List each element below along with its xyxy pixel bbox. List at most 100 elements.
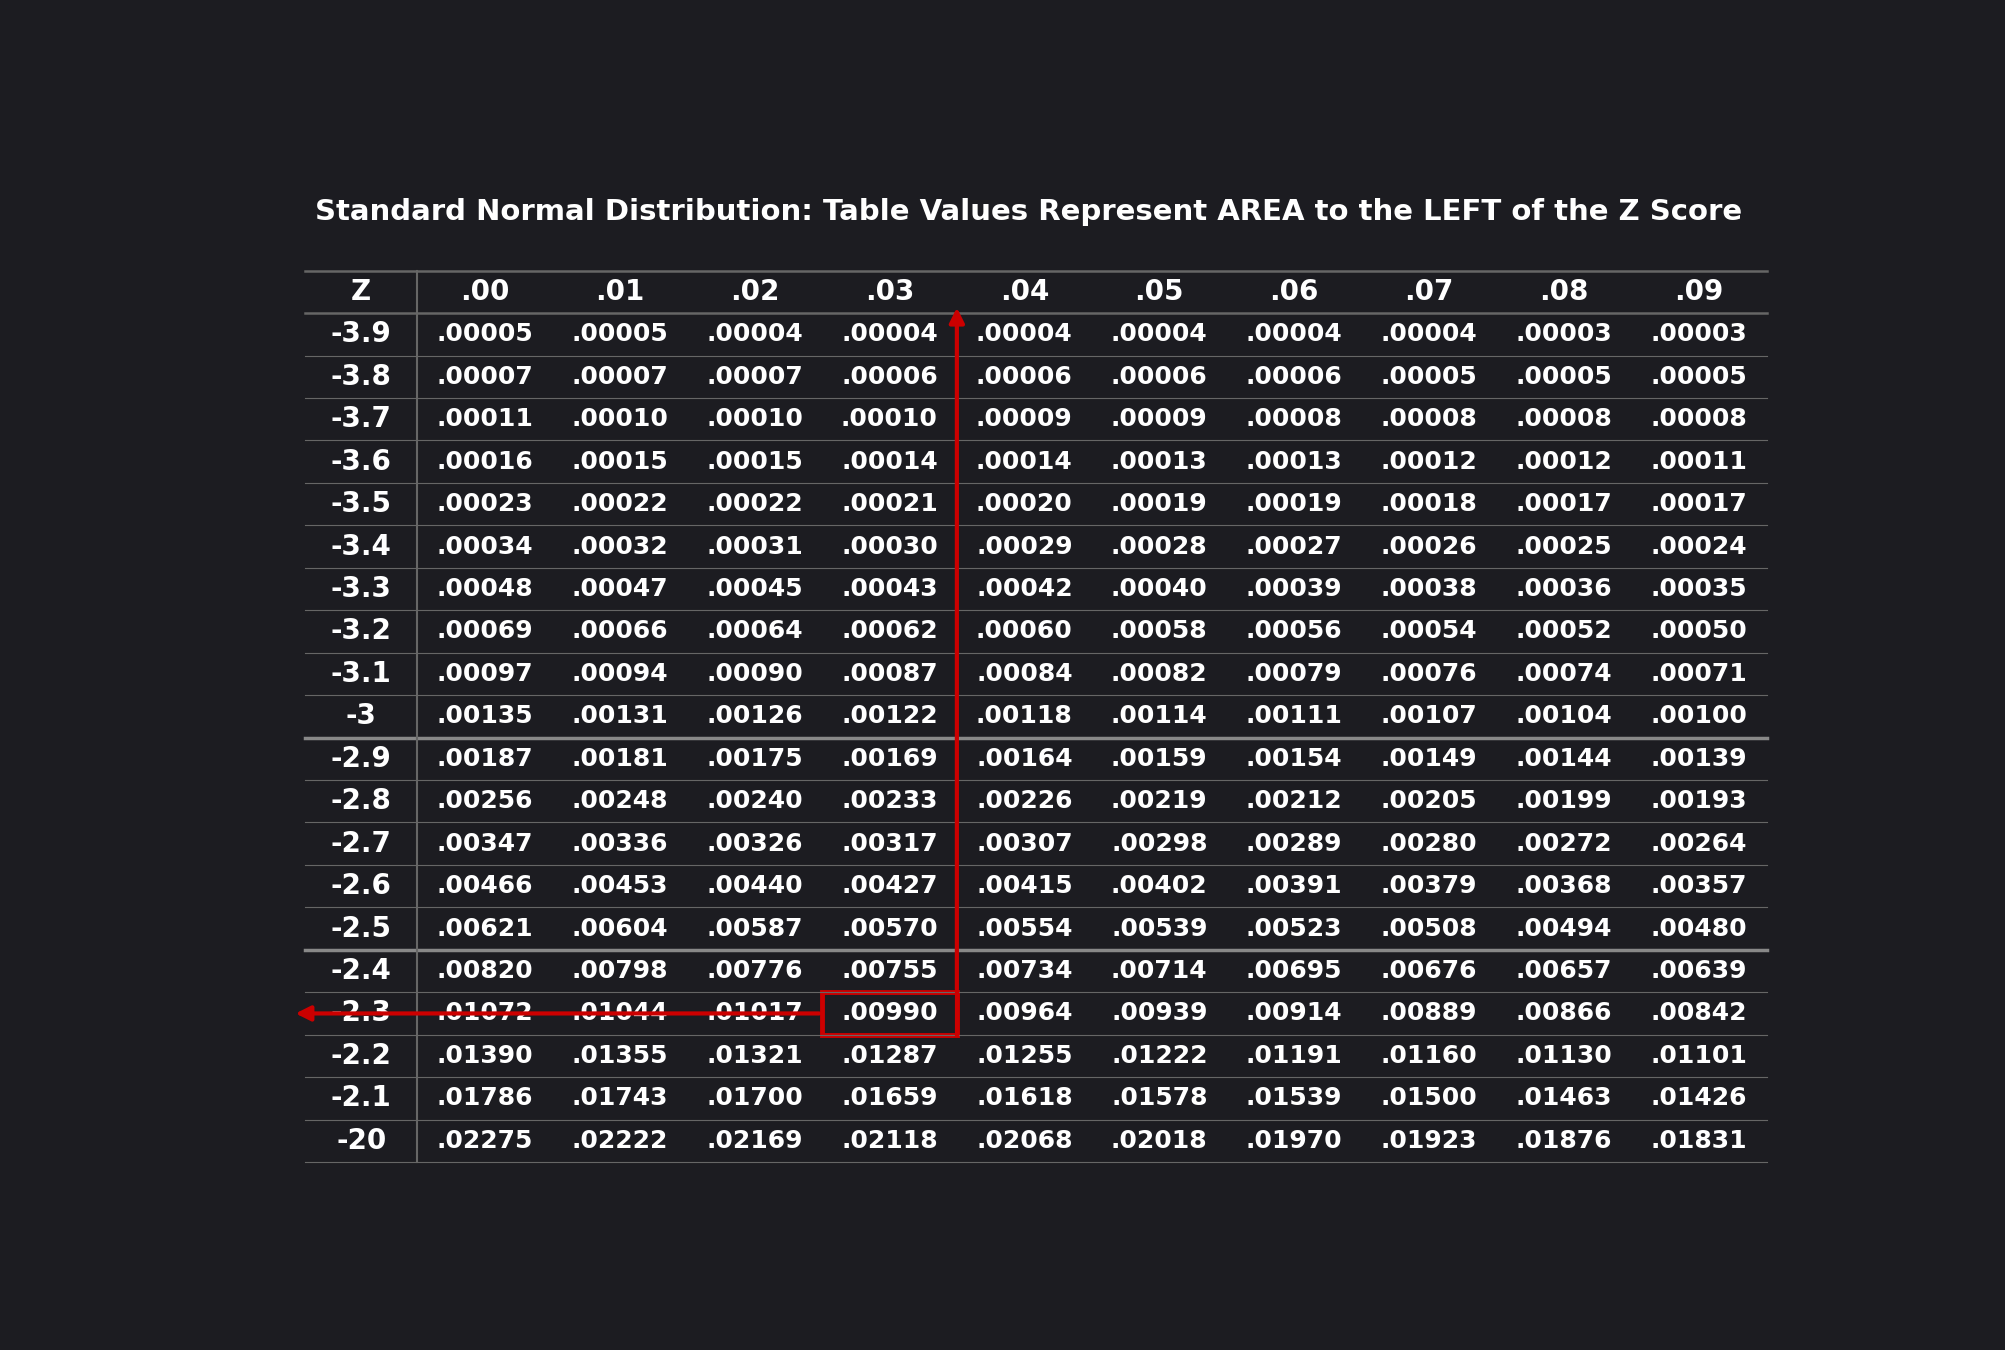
Text: .00004: .00004: [840, 323, 936, 347]
Text: .01191: .01191: [1245, 1044, 1341, 1068]
Text: .01: .01: [595, 278, 644, 306]
Text: .00008: .00008: [1245, 408, 1341, 431]
Text: .01743: .01743: [571, 1087, 668, 1110]
Text: -2.8: -2.8: [331, 787, 391, 815]
Text: .00298: .00298: [1111, 832, 1207, 856]
Text: .00587: .00587: [706, 917, 802, 941]
Text: .00052: .00052: [1516, 620, 1612, 644]
Text: -2.9: -2.9: [331, 745, 391, 772]
Text: .00004: .00004: [1111, 323, 1207, 347]
Text: .00035: .00035: [1650, 576, 1746, 601]
Text: .00038: .00038: [1379, 576, 1478, 601]
Text: .00494: .00494: [1516, 917, 1612, 941]
Text: .06: .06: [1269, 278, 1317, 306]
Text: .00755: .00755: [840, 958, 936, 983]
Text: .00307: .00307: [976, 832, 1073, 856]
Text: .00154: .00154: [1245, 747, 1341, 771]
Text: .00570: .00570: [840, 917, 936, 941]
Text: .00036: .00036: [1516, 576, 1612, 601]
Text: -2.2: -2.2: [331, 1042, 391, 1071]
Text: -3: -3: [345, 702, 377, 730]
Text: .00233: .00233: [840, 790, 936, 813]
Text: .00013: .00013: [1111, 450, 1207, 474]
Text: .00045: .00045: [706, 576, 802, 601]
Text: .00004: .00004: [976, 323, 1073, 347]
Text: .00074: .00074: [1516, 662, 1612, 686]
Text: .01426: .01426: [1650, 1087, 1746, 1110]
Text: .00205: .00205: [1379, 790, 1478, 813]
Text: .00012: .00012: [1379, 450, 1478, 474]
Text: .01659: .01659: [840, 1087, 936, 1110]
Text: .08: .08: [1538, 278, 1588, 306]
Text: .00427: .00427: [840, 875, 936, 898]
Text: .01287: .01287: [840, 1044, 936, 1068]
Text: .00226: .00226: [976, 790, 1073, 813]
Text: .00100: .00100: [1650, 705, 1746, 729]
Text: .00621: .00621: [435, 917, 533, 941]
Text: .00032: .00032: [571, 535, 668, 559]
Text: .01355: .01355: [571, 1044, 668, 1068]
Text: .01618: .01618: [976, 1087, 1073, 1110]
Text: .00164: .00164: [976, 747, 1073, 771]
Text: .00031: .00031: [706, 535, 802, 559]
Text: .00126: .00126: [706, 705, 802, 729]
Text: .00062: .00062: [840, 620, 936, 644]
Text: .00415: .00415: [976, 875, 1073, 898]
Text: .00069: .00069: [435, 620, 533, 644]
Text: .00048: .00048: [435, 576, 533, 601]
Text: .00005: .00005: [1650, 364, 1746, 389]
Text: .00005: .00005: [1516, 364, 1612, 389]
Text: .00006: .00006: [976, 364, 1073, 389]
Text: .00: .00: [459, 278, 509, 306]
Text: -3.4: -3.4: [331, 533, 391, 560]
Text: .00256: .00256: [437, 790, 533, 813]
Text: .00034: .00034: [435, 535, 533, 559]
Text: .01876: .01876: [1516, 1129, 1612, 1153]
Text: .00122: .00122: [840, 705, 936, 729]
Text: .00004: .00004: [1245, 323, 1341, 347]
Text: .00010: .00010: [840, 408, 938, 431]
Text: .00554: .00554: [976, 917, 1073, 941]
Text: Z: Z: [351, 278, 371, 306]
Text: .00187: .00187: [435, 747, 533, 771]
Text: .03: .03: [864, 278, 914, 306]
Text: .00004: .00004: [1379, 323, 1478, 347]
Bar: [822, 992, 956, 1034]
Text: .02118: .02118: [840, 1129, 936, 1153]
Text: .00014: .00014: [976, 450, 1073, 474]
Text: .00317: .00317: [840, 832, 936, 856]
Text: -3.7: -3.7: [331, 405, 391, 433]
Text: -3.8: -3.8: [331, 363, 391, 392]
Text: .00043: .00043: [840, 576, 936, 601]
Text: .00018: .00018: [1379, 493, 1478, 516]
Text: .00017: .00017: [1516, 493, 1612, 516]
Text: .00889: .00889: [1379, 1002, 1478, 1026]
Text: .04: .04: [998, 278, 1049, 306]
Text: .00676: .00676: [1379, 958, 1478, 983]
Text: -3.9: -3.9: [331, 320, 391, 348]
Text: .00023: .00023: [435, 493, 533, 516]
Text: .00391: .00391: [1245, 875, 1341, 898]
Text: .00010: .00010: [706, 408, 802, 431]
Text: .00357: .00357: [1650, 875, 1746, 898]
Text: .00734: .00734: [976, 958, 1073, 983]
Text: .00604: .00604: [571, 917, 668, 941]
Text: .01017: .01017: [706, 1002, 802, 1026]
Text: .00149: .00149: [1379, 747, 1478, 771]
Text: .00466: .00466: [437, 875, 533, 898]
Text: .00079: .00079: [1245, 662, 1341, 686]
Text: .02: .02: [730, 278, 778, 306]
Text: .00368: .00368: [1516, 875, 1612, 898]
Text: .00020: .00020: [976, 493, 1073, 516]
Text: -2.6: -2.6: [331, 872, 391, 900]
Text: .05: .05: [1135, 278, 1183, 306]
Text: .00005: .00005: [435, 323, 533, 347]
Text: .00084: .00084: [976, 662, 1073, 686]
Text: .01970: .01970: [1245, 1129, 1341, 1153]
Text: .01255: .01255: [976, 1044, 1073, 1068]
Text: .07: .07: [1404, 278, 1454, 306]
Text: .01390: .01390: [435, 1044, 533, 1068]
Text: .01578: .01578: [1111, 1087, 1207, 1110]
Text: .00695: .00695: [1245, 958, 1341, 983]
Text: .00714: .00714: [1111, 958, 1207, 983]
